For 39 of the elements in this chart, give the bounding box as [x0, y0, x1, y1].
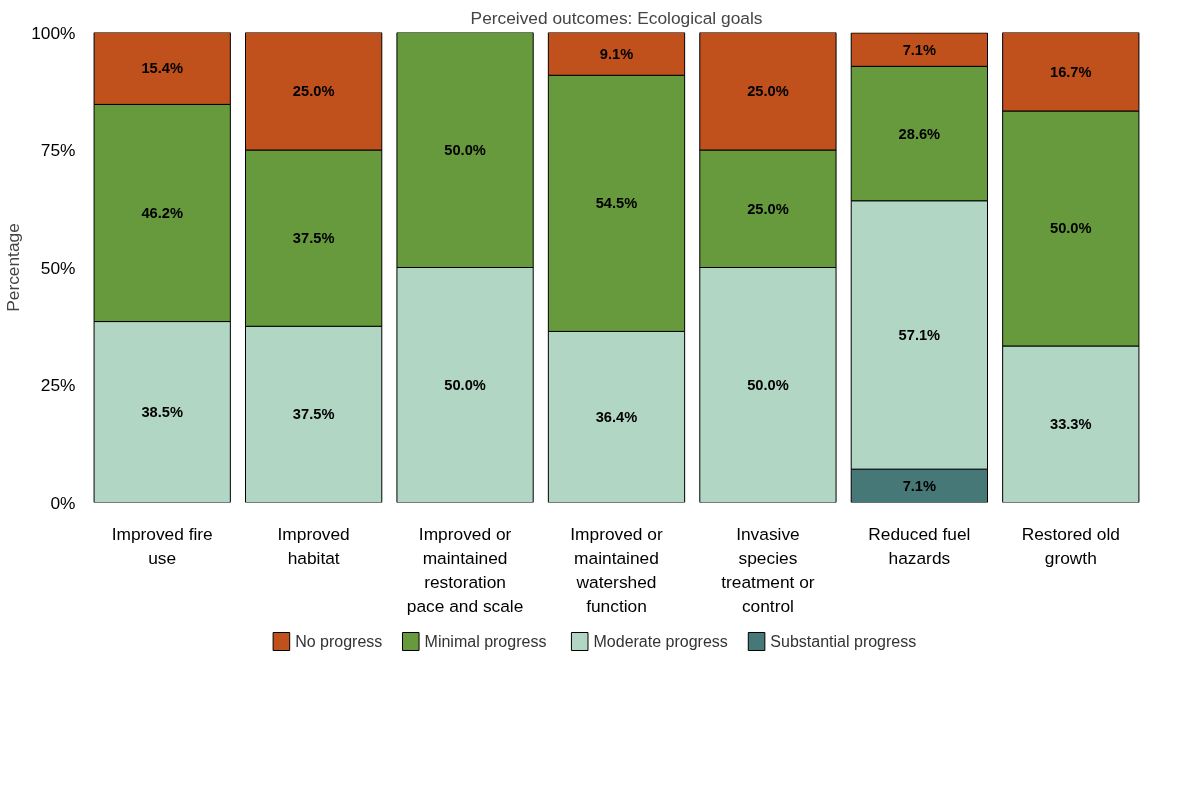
- x-tick-label: Improved habitat: [277, 523, 350, 568]
- data-label: 46.2%: [141, 204, 183, 221]
- y-tick-label: 25%: [40, 375, 76, 395]
- y-tick-label: 75%: [40, 140, 76, 160]
- x-tick-label: Improved fire use: [111, 523, 213, 568]
- data-label: 50.0%: [444, 377, 486, 393]
- chart-title: Perceived outcomes: Ecological goals: [470, 7, 763, 28]
- data-label: 50.0%: [444, 142, 486, 158]
- data-label: 16.7%: [1050, 63, 1092, 80]
- data-label: 25.0%: [292, 83, 335, 100]
- data-label: 37.5%: [292, 230, 335, 247]
- data-label: 50.0%: [747, 377, 789, 393]
- data-label: 25.0%: [747, 83, 789, 100]
- y-tick-label: 50%: [40, 257, 76, 278]
- y-axis-title: Percentage: [3, 223, 24, 312]
- data-label: 9.1%: [599, 45, 634, 62]
- data-label: 54.5%: [595, 195, 638, 212]
- data-label: 15.4%: [141, 60, 183, 77]
- legend-label: Substantial progress: [770, 633, 917, 650]
- legend-label: No progress: [295, 633, 383, 650]
- legend-label: Minimal progress: [424, 633, 547, 650]
- data-label: 7.1%: [902, 41, 937, 58]
- data-label: 57.1%: [898, 326, 941, 343]
- data-label: 33.3%: [1050, 416, 1092, 433]
- legend-label: Moderate progress: [593, 633, 728, 650]
- data-label: 38.5%: [141, 404, 183, 421]
- x-tick-label: Improved or maintained watershed function: [570, 523, 663, 616]
- y-tick-label: 0%: [50, 492, 76, 513]
- data-label: 50.0%: [1050, 220, 1092, 237]
- x-tick-label: Reduced fuel hazards: [868, 523, 971, 568]
- data-label: 36.4%: [595, 408, 638, 425]
- x-tick-label: Improved or maintained restoration pace and scale: [406, 523, 524, 616]
- data-label: 7.1%: [902, 477, 937, 494]
- data-label: 37.5%: [292, 406, 335, 423]
- data-label: 25.0%: [747, 200, 789, 217]
- x-tick-label: Invasive species treatment or control: [721, 523, 815, 616]
- y-tick-label: 100%: [31, 22, 76, 43]
- data-label: 28.6%: [898, 125, 941, 142]
- x-tick-label: Restored old growth: [1021, 523, 1120, 568]
